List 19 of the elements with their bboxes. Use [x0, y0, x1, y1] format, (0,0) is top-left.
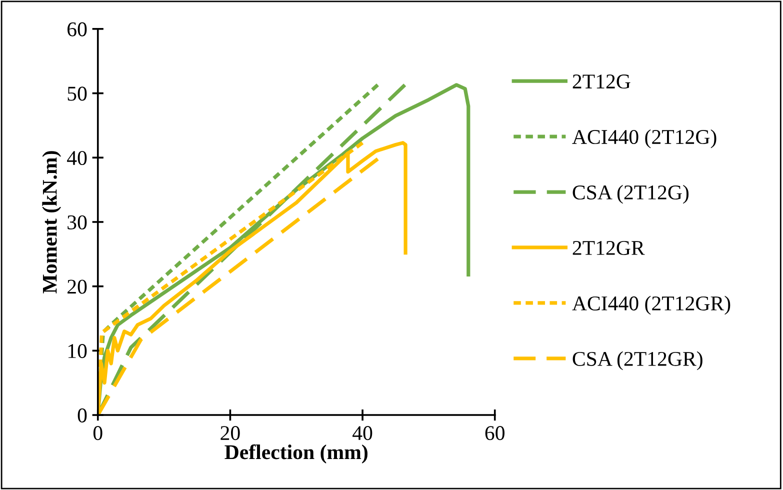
legend-label: ACI440 (2T12GR) — [572, 296, 730, 315]
y-tick-label: 60 — [68, 22, 87, 36]
y-tick-label: 40 — [67, 150, 87, 166]
x-tick-label: 60 — [485, 426, 504, 440]
x-tick-label: 0 — [93, 426, 102, 440]
y-tick-label: 50 — [68, 86, 87, 101]
y-tick-label: 30 — [68, 215, 87, 230]
legend-label: 2T12G — [572, 74, 630, 89]
y-tick-label: 20 — [68, 280, 87, 294]
y-tick-label: 0 — [78, 408, 87, 422]
legend-label: CSA (2T12G) — [572, 184, 689, 204]
y-tick-label: 10 — [68, 344, 87, 358]
x-tick-label: 20 — [220, 426, 240, 440]
x-axis-title: Deflection (mm) — [224, 444, 368, 464]
legend-label: CSA (2T12GR) — [572, 351, 702, 370]
y-axis-title: Moment (kN.m) — [42, 151, 62, 294]
legend-label: ACI440 (2T12G) — [572, 129, 716, 148]
x-tick-label: 40 — [352, 426, 372, 440]
legend-label: 2T12GR — [572, 240, 645, 255]
